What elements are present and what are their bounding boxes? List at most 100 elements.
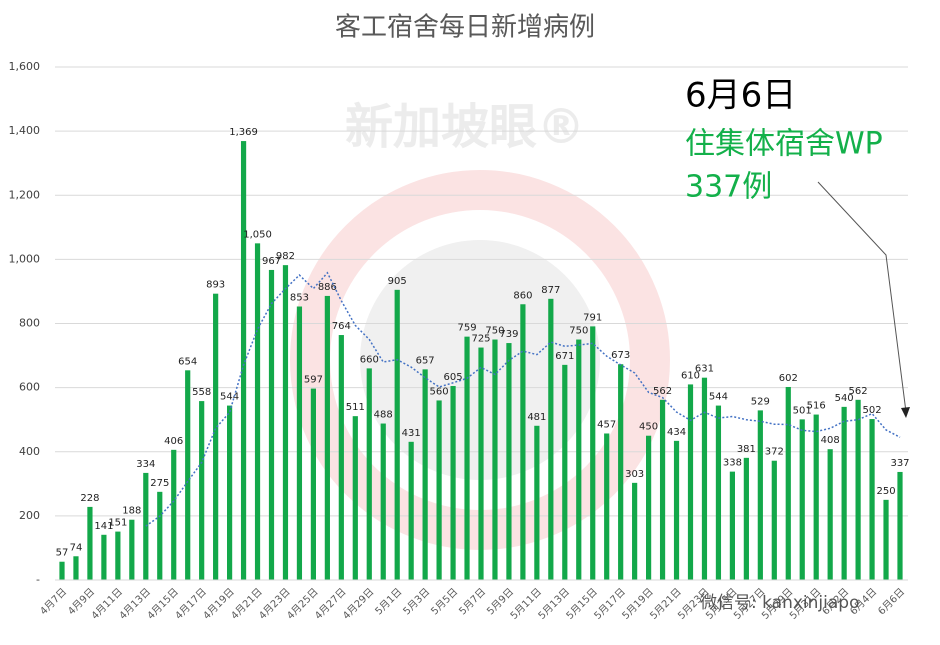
bar bbox=[534, 425, 540, 580]
trend-line bbox=[145, 271, 901, 527]
bar bbox=[799, 419, 805, 580]
bar bbox=[310, 388, 316, 580]
data-label: 562 bbox=[849, 386, 868, 397]
data-label: 511 bbox=[346, 402, 365, 413]
annotation: 住集体宿舍WP bbox=[685, 127, 883, 162]
bar bbox=[646, 435, 652, 580]
y-tick-label: - bbox=[36, 573, 40, 586]
chart-title: 客工宿舍每日新增病例 bbox=[335, 13, 595, 43]
data-label: 275 bbox=[150, 478, 169, 489]
data-label: 406 bbox=[164, 436, 183, 447]
data-label: 502 bbox=[863, 405, 882, 416]
bar bbox=[254, 243, 261, 580]
data-label: 529 bbox=[751, 396, 770, 407]
bar bbox=[520, 304, 526, 580]
bar bbox=[841, 406, 847, 580]
bar bbox=[897, 471, 903, 580]
bar bbox=[618, 364, 624, 580]
bar bbox=[408, 441, 414, 580]
bar bbox=[268, 269, 275, 580]
data-label: 764 bbox=[332, 321, 351, 332]
watermark: 新加坡眼® bbox=[345, 99, 585, 155]
bar bbox=[185, 370, 191, 580]
bar bbox=[143, 472, 149, 580]
bar bbox=[380, 423, 386, 580]
data-label: 57 bbox=[56, 548, 69, 559]
bar bbox=[478, 347, 484, 580]
data-label: 450 bbox=[639, 422, 658, 433]
data-label: 893 bbox=[206, 280, 225, 291]
data-label: 303 bbox=[625, 469, 644, 480]
bar bbox=[506, 343, 512, 580]
bar bbox=[171, 449, 177, 580]
data-label: 250 bbox=[876, 486, 895, 497]
data-label: 141 bbox=[94, 521, 113, 532]
x-tick-label: 5月7日 bbox=[457, 586, 489, 618]
bar bbox=[855, 399, 861, 580]
bar bbox=[659, 399, 666, 580]
data-label: 654 bbox=[178, 356, 197, 367]
data-label: 739 bbox=[499, 329, 518, 340]
data-label: 1,369 bbox=[229, 127, 258, 138]
bar bbox=[715, 405, 722, 580]
data-label: 657 bbox=[416, 355, 435, 366]
data-label: 671 bbox=[555, 351, 574, 362]
bar bbox=[492, 339, 498, 580]
data-label: 540 bbox=[835, 393, 854, 404]
data-label: 544 bbox=[709, 392, 728, 403]
y-tick-label: 1,400 bbox=[9, 124, 41, 137]
data-label: 605 bbox=[444, 372, 463, 383]
bar bbox=[701, 377, 708, 580]
bar bbox=[771, 460, 777, 580]
bar bbox=[813, 414, 819, 580]
data-label: 967 bbox=[262, 256, 281, 267]
bar bbox=[743, 457, 749, 580]
bar bbox=[785, 386, 791, 580]
data-label: 610 bbox=[681, 370, 700, 381]
bar bbox=[352, 416, 358, 580]
watermark: 微信号: kanxinjiapo bbox=[700, 593, 859, 613]
data-label: 853 bbox=[290, 293, 309, 304]
bar bbox=[869, 419, 875, 580]
data-label: 544 bbox=[220, 392, 239, 403]
bar bbox=[227, 405, 233, 580]
data-label: 750 bbox=[569, 326, 588, 337]
bar bbox=[883, 499, 889, 580]
y-tick-label: 800 bbox=[19, 317, 40, 330]
x-tick-label: 5月1日 bbox=[373, 586, 405, 618]
data-label: 434 bbox=[667, 427, 686, 438]
data-label: 408 bbox=[821, 435, 840, 446]
y-tick-label: 1,200 bbox=[9, 188, 41, 201]
data-label: 516 bbox=[807, 401, 826, 412]
y-tick-label: 400 bbox=[19, 445, 40, 458]
data-label: 558 bbox=[192, 387, 211, 398]
x-tick-label: 4月7日 bbox=[38, 586, 70, 618]
bar bbox=[324, 295, 330, 580]
bar bbox=[632, 482, 638, 580]
data-label: 886 bbox=[318, 282, 337, 293]
data-label: 562 bbox=[653, 386, 672, 397]
bar bbox=[464, 336, 470, 580]
bar bbox=[338, 335, 344, 580]
data-label: 750 bbox=[485, 326, 504, 337]
data-label: 602 bbox=[779, 373, 798, 384]
bar bbox=[604, 433, 610, 580]
data-label: 228 bbox=[80, 493, 99, 504]
data-label: 457 bbox=[597, 419, 616, 430]
bar bbox=[73, 556, 79, 580]
data-label: 501 bbox=[793, 405, 812, 416]
data-label: 631 bbox=[695, 364, 714, 375]
data-label: 188 bbox=[122, 506, 141, 517]
data-label: 673 bbox=[611, 350, 630, 361]
y-tick-label: 1,000 bbox=[9, 252, 41, 265]
y-tick-label: 1,600 bbox=[9, 60, 41, 73]
data-label: 481 bbox=[527, 412, 546, 423]
x-tick-label: 6月6日 bbox=[876, 586, 908, 618]
data-label: 334 bbox=[136, 459, 155, 470]
data-label: 877 bbox=[541, 285, 560, 296]
bar bbox=[729, 471, 735, 580]
data-label: 860 bbox=[513, 290, 532, 301]
bar bbox=[240, 141, 247, 580]
bar bbox=[115, 531, 121, 580]
